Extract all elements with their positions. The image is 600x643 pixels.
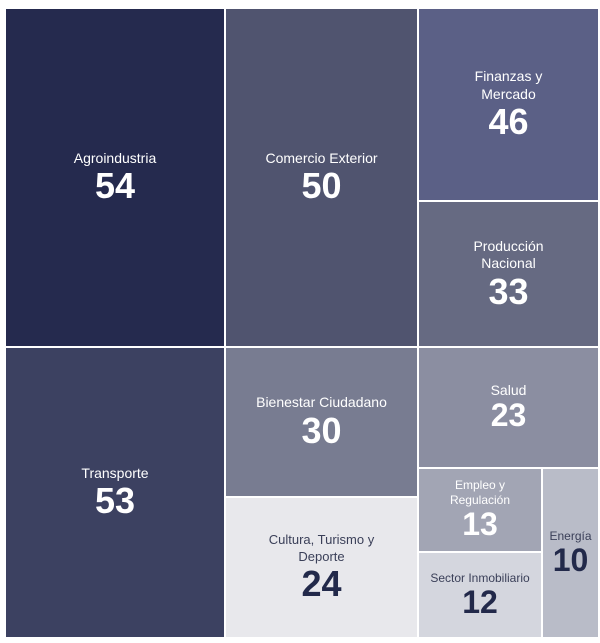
tile-salud: Salud 23 [419,348,598,467]
tile-label: Bienestar Ciudadano [256,394,387,411]
tile-label: Energía [549,528,592,543]
tile-label: Sector Inmobiliario [430,570,530,585]
tile-value: 13 [462,506,498,543]
tile-label: Empleo y Regulación [449,478,511,508]
tile-label: Comercio Exterior [265,149,378,166]
tile-value: 23 [490,397,527,434]
tile-finanzas-y-mercado: Finanzas y Mercado 46 [419,9,598,200]
tile-value: 12 [462,583,498,620]
tile-value: 33 [488,270,529,312]
tile-label: Finanzas y Mercado [474,68,543,102]
tile-produccion-nacional: Producción Nacional 33 [419,202,598,346]
tile-empleo-y-regulacion: Empleo y Regulación 13 [419,469,541,551]
tile-value: 50 [301,165,342,207]
tile-value: 53 [94,480,136,522]
tile-label: Producción Nacional [473,237,544,272]
tile-label: Transporte [81,464,149,481]
tile-bienestar-ciudadano: Bienestar Ciudadano 30 [226,348,417,496]
tile-value: 30 [301,409,342,451]
tile-comercio-exterior: Comercio Exterior 50 [226,9,417,346]
tile-cultura-turismo-y-deporte: Cultura, Turismo y Deporte 24 [226,498,417,637]
tile-label: Agroindustria [73,149,157,166]
tile-sector-inmobiliario: Sector Inmobiliario 12 [419,553,541,637]
tile-value: 46 [488,101,529,143]
tile-value: 24 [301,562,342,604]
tile-transporte: Transporte 53 [6,348,224,637]
tile-label: Cultura, Turismo y Deporte [268,532,375,564]
tile-energia: Energía 10 [543,469,598,637]
tile-agroindustria: Agroindustria 54 [6,9,224,346]
tile-value: 54 [94,165,136,207]
tile-value: 10 [552,541,589,578]
tile-label: Salud [490,381,527,398]
